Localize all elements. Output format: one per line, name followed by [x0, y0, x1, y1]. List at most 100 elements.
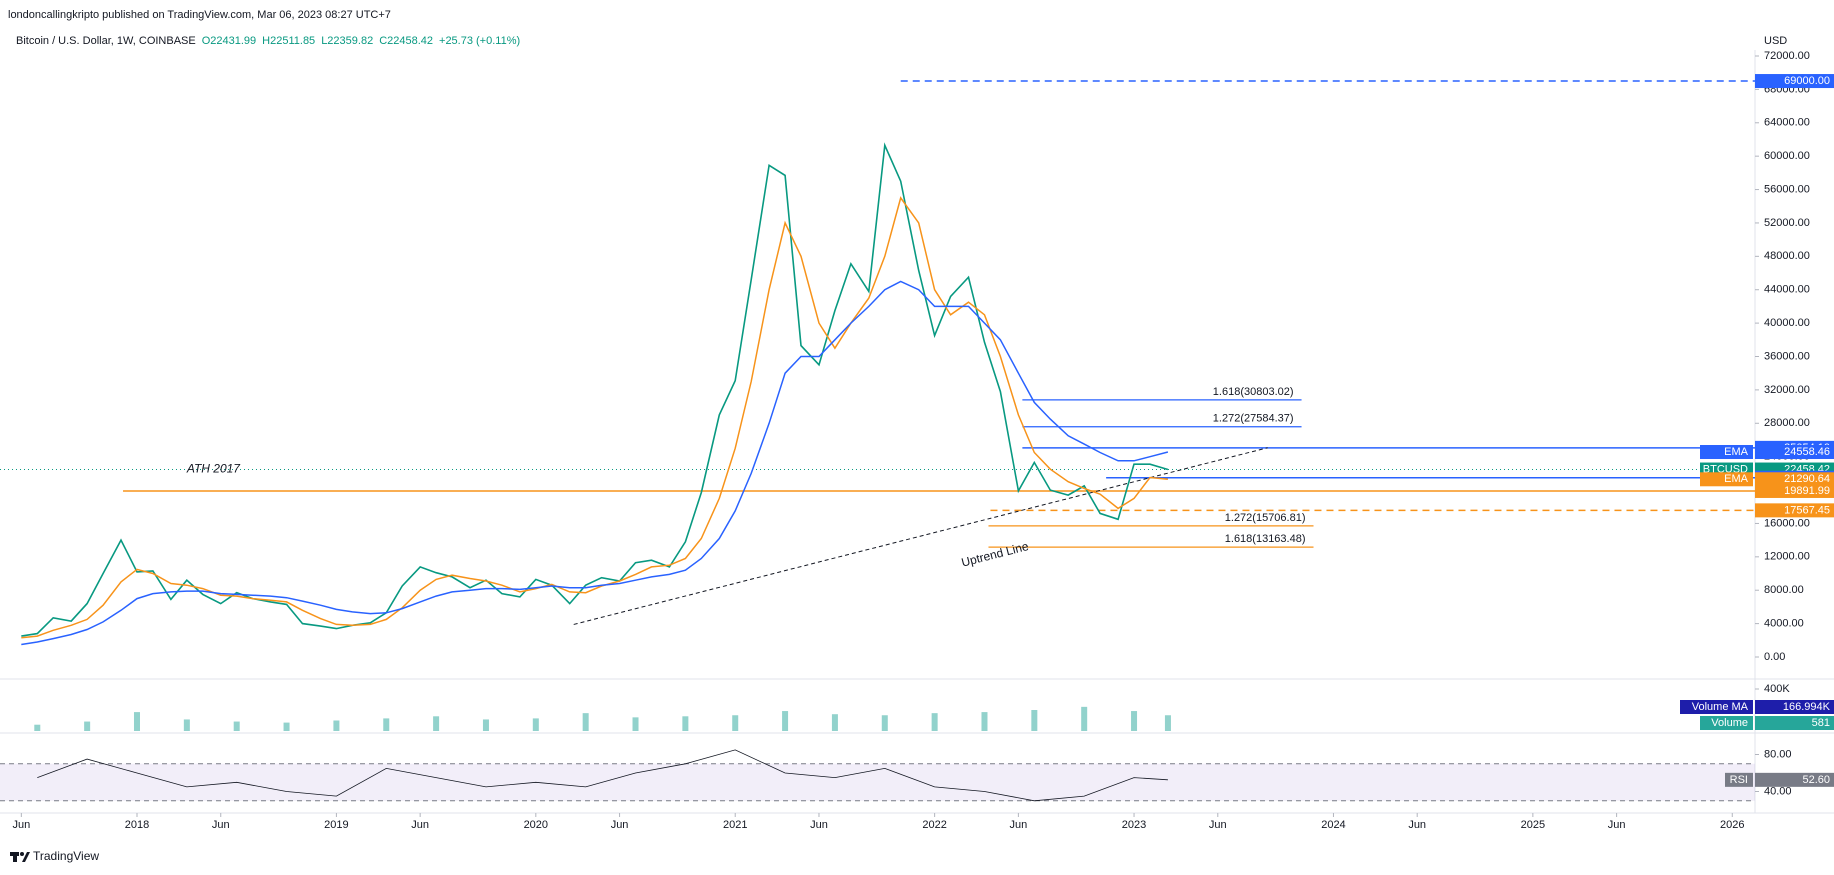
volume-bar [133, 712, 140, 731]
legend-tag-label: Volume [1711, 717, 1748, 729]
price-tag-label: 17567.45 [1784, 504, 1830, 516]
symbol: Bitcoin / U.S. Dollar, 1W, COINBASE [16, 35, 196, 47]
x-tick-label: 2018 [125, 819, 149, 831]
x-tick-label: Jun [1010, 819, 1028, 831]
x-tick-label: Jun [212, 819, 230, 831]
x-tick-label: Jun [1408, 819, 1426, 831]
price-tag [1755, 472, 1834, 487]
ohlc: +25.73 (+0.11%) [439, 35, 520, 47]
volume-bar [1131, 711, 1138, 731]
y-tick-label: 64000.00 [1764, 117, 1810, 129]
price-tag-label: 52.60 [1802, 774, 1830, 786]
x-tick-label: 2026 [1720, 819, 1744, 831]
volume-bar [84, 721, 91, 731]
y-tick-label: 48000.00 [1764, 250, 1810, 262]
footer-logo [10, 852, 30, 862]
footer-brand: TradingView [33, 849, 99, 863]
legend-tag-label: EMA [1724, 473, 1749, 485]
axis-unit: USD [1764, 35, 1787, 47]
volume-bar [233, 721, 240, 731]
y-tick-label: 8000.00 [1764, 584, 1804, 596]
y-tick-label: 16000.00 [1764, 517, 1810, 529]
x-tick-label: 2019 [324, 819, 348, 831]
y-tick-label: 28000.00 [1764, 417, 1810, 429]
ohlc: L22359.82 [321, 35, 373, 47]
y-tick-label: 12000.00 [1764, 551, 1810, 563]
legend-tag-label: Volume MA [1692, 701, 1749, 713]
x-tick-label: Jun [12, 819, 30, 831]
volume-bar [981, 712, 988, 731]
legend-tag-label: RSI [1730, 774, 1748, 786]
annotation: ATH 2017 [186, 462, 241, 476]
price-tag-label: 166.994K [1783, 701, 1831, 713]
legend-tag [1680, 700, 1753, 714]
fib-label: 1.272(15706.81) [1225, 512, 1306, 524]
x-tick-label: 2024 [1321, 819, 1345, 831]
legend-tag [1725, 772, 1753, 787]
x-tick-label: 2025 [1521, 819, 1545, 831]
y-tick-label: 56000.00 [1764, 183, 1810, 195]
volume-bar [1081, 706, 1088, 731]
price-tag-label: 581 [1812, 717, 1830, 729]
fib-label: 1.618(30803.02) [1213, 386, 1294, 398]
y-tick-label: 40000.00 [1764, 317, 1810, 329]
rsi-band [0, 763, 1755, 801]
volume-bar [831, 714, 838, 731]
ohlc: O22431.99 [202, 35, 256, 47]
y-tick-label: 60000.00 [1764, 150, 1810, 162]
y-tick-label: 44000.00 [1764, 284, 1810, 296]
y-tick-label: 52000.00 [1764, 217, 1810, 229]
x-tick-label: Jun [611, 819, 629, 831]
y-tick-label: 32000.00 [1764, 384, 1810, 396]
y-tick-label: 72000.00 [1764, 50, 1810, 62]
x-tick-label: 2021 [723, 819, 747, 831]
x-tick-label: Jun [411, 819, 429, 831]
price-tag [1755, 74, 1834, 89]
rsi-line [37, 749, 1168, 802]
volume-bar [333, 720, 340, 731]
ohlc: C22458.42 [379, 35, 433, 47]
volume-bar [283, 722, 290, 731]
y-tick-label: 4000.00 [1764, 618, 1804, 630]
x-tick-label: 2023 [1122, 819, 1146, 831]
volume-bar [682, 716, 689, 731]
x-tick-label: Jun [1209, 819, 1227, 831]
volume-bar [582, 713, 589, 731]
price-tag [1755, 716, 1834, 730]
volume-bar [732, 715, 739, 731]
x-tick-label: Jun [810, 819, 828, 831]
x-tick-label: 2020 [524, 819, 548, 831]
volume-bar [881, 715, 888, 731]
y-tick-label: 40.00 [1764, 785, 1792, 797]
volume-bar [1164, 715, 1171, 731]
y-tick-label: 400K [1764, 683, 1790, 695]
price-tag [1755, 700, 1834, 714]
x-tick-label: 2022 [922, 819, 946, 831]
legend-tag-label: EMA [1724, 446, 1749, 458]
price-tag-label: 69000.00 [1784, 75, 1830, 87]
volume-bar [1031, 710, 1038, 731]
price-tag-label: 19891.99 [1784, 485, 1830, 497]
y-tick-label: 0.00 [1764, 651, 1785, 663]
volume-bar [782, 711, 789, 731]
volume-bar [931, 713, 938, 731]
price-tag [1755, 445, 1834, 460]
legend-tag [1700, 472, 1753, 487]
volume-bar [632, 717, 639, 731]
x-tick-label: Jun [1608, 819, 1626, 831]
volume-bar [433, 716, 440, 731]
volume-bar [482, 719, 489, 731]
y-tick-label: 36000.00 [1764, 350, 1810, 362]
fib-label: 1.272(27584.37) [1213, 413, 1294, 425]
price-tag-label: 24558.46 [1784, 446, 1830, 458]
legend-tag [1700, 716, 1753, 730]
price-tag [1755, 503, 1834, 518]
price-tag-label: 21290.64 [1784, 473, 1830, 485]
volume-bar [383, 718, 390, 731]
volume-bar [183, 719, 190, 731]
symbol-line: Bitcoin / U.S. Dollar, 1W, COINBASE O2243… [16, 35, 520, 47]
ohlc: H22511.85 [262, 35, 315, 47]
